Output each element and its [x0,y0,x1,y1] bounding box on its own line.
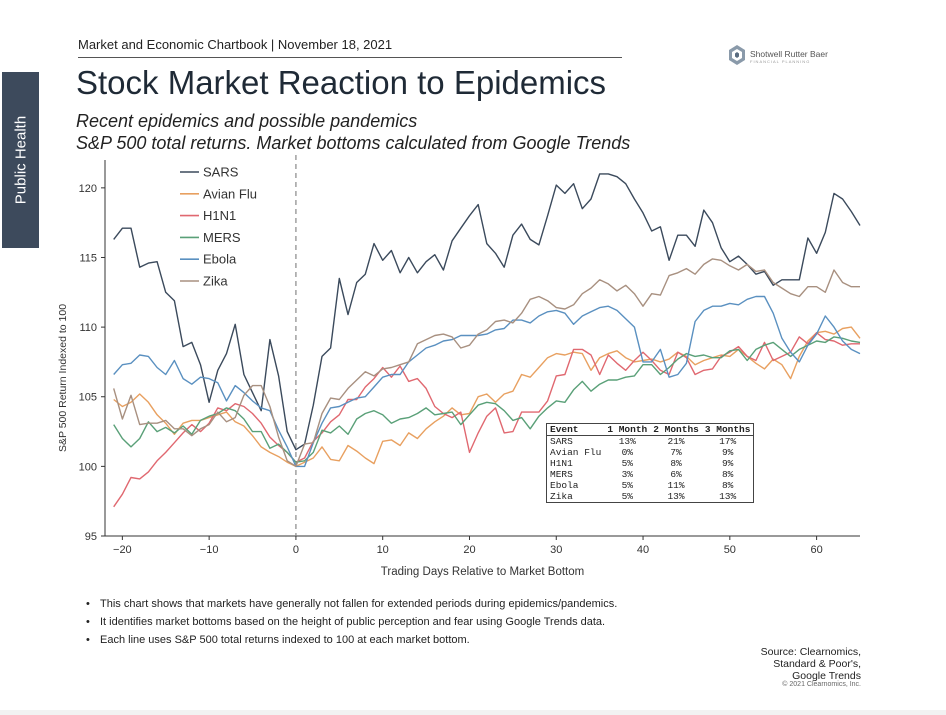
returns-table-body: SARS 13% 21% 17% Avian Flu 0% 7% 9% H1N1 5% 8% 9% ME… [547,436,754,503]
note-item: This chart shows that markets have gener… [84,598,684,611]
table-cell: H1N1 [550,458,573,469]
logo-mark-icon [729,45,745,65]
table-row: H1N1 5% 8% 9% [547,458,754,469]
x-tick-label: 60 [810,544,822,556]
table-cell: 8% [721,469,734,480]
series-line-zika [113,258,860,468]
chartbook-header: Market and Economic Chartbook | November… [78,37,393,52]
table-row: Avian Flu 0% 7% 9% [547,447,754,458]
series-line-ebola [113,295,861,468]
x-tick-label: 10 [377,544,389,556]
table-row: Ebola 5% 11% 8% [547,480,754,491]
table-cell: 5% [621,480,633,491]
series-line-mers [113,336,861,463]
legend-label: MERS [203,230,241,245]
chart-axes: −20 −10 0 10 20 30 40 50 60 95 100 105 110 115 120 Trad… [57,155,860,578]
logo-tagline: FINANCIAL PLANNING [750,59,811,64]
series-line-h1n1 [113,332,860,508]
y-tick-label: 100 [79,461,97,473]
table-cell: 0% [621,447,633,458]
x-tick-label: 40 [637,544,649,556]
table-cell: SARS [550,436,573,447]
table-cell: 13% [719,491,737,502]
source-line: Standard & Poor's, [773,658,861,670]
copyright: © 2021 Clearnomics, Inc. [782,681,861,688]
y-tick-label: 110 [79,322,97,334]
y-tick-label: 105 [79,392,97,404]
side-tab: Public Health [2,72,39,248]
table-cell: 9% [721,447,734,458]
table-header-cell: 2 Months [650,423,702,436]
table-cell: 13% [667,491,685,502]
table-row: Zika 5% 13% 13% [547,491,754,503]
table-row: SARS 13% 21% 17% [547,436,754,448]
table-row: MERS 3% 6% 8% [547,469,754,480]
notes-list: This chart shows that markets have gener… [84,598,684,652]
returns-table: Event 1 Month 2 Months 3 Months SARS 13% 21% 1… [546,423,755,503]
logo: Shotwell Rutter Baer FINANCIAL PLANNING [726,42,856,68]
table-cell: 17% [719,436,737,447]
table-cell: Zika [550,491,573,502]
y-tick-label: 120 [79,183,97,195]
legend-label: Avian Flu [203,186,257,201]
table-header-cell: Event [546,423,605,436]
table-cell: 8% [721,480,734,491]
table-cell: 11% [667,480,685,491]
table-cell: 6% [670,469,682,480]
note-item: Each line uses S&P 500 total returns ind… [84,634,684,647]
table-cell: 8% [670,458,682,469]
x-tick-label: 0 [293,544,299,556]
y-tick-label: 115 [79,252,97,264]
table-cell: 3% [621,469,633,480]
table-cell: 13% [618,436,636,447]
subtitle-line-1: Recent epidemics and possible pandemics [76,111,418,131]
x-tick-label: −20 [113,544,132,556]
series-line-sars [113,173,861,451]
table-cell: 7% [670,447,682,458]
y-axis-title: S&P 500 Return Indexed to 100 [57,304,69,452]
y-tick-label: 95 [85,531,97,543]
legend-label: Ebola [203,252,237,267]
logo-name: Shotwell Rutter Baer [750,49,828,59]
x-tick-label: 20 [463,544,475,556]
chart-legend: SARS Avian Flu H1N1 MERS Ebola Zika [180,165,257,289]
table-cell: 21% [667,436,685,447]
legend-label: SARS [203,165,239,180]
table-header-cell: 1 Month [604,423,651,436]
x-tick-label: 30 [550,544,562,556]
note-item: It identifies market bottoms based on th… [84,616,684,629]
returns-table-header: Event 1 Month 2 Months 3 Months [546,423,754,436]
x-axis-title: Trading Days Relative to Market Bottom [381,566,584,578]
table-cell: 5% [621,458,633,469]
chart-series [113,173,861,508]
table-cell: MERS [550,469,573,480]
table-header-cell: 3 Months [701,423,754,436]
page-title: Stock Market Reaction to Epidemics [76,64,607,101]
table-cell: 5% [621,491,633,502]
series-line-avian-flu [113,326,861,468]
table-cell: Ebola [550,480,579,491]
header-divider [78,57,622,58]
x-tick-label: −10 [200,544,219,556]
source-line: Google Trends [792,670,861,682]
legend-label: H1N1 [203,208,236,223]
source-line: Source: Clearnomics, [760,646,861,658]
subtitle-line-2: S&P 500 total returns. Market bottoms ca… [76,133,631,153]
source-note: Source: Clearnomics, Standard & Poor's, … [701,646,861,682]
table-cell: 9% [721,458,734,469]
table-cell: Avian Flu [550,447,602,458]
x-tick-label: 50 [724,544,736,556]
legend-label: Zika [203,274,228,289]
line-chart: −20 −10 0 10 20 30 40 50 60 95 100 105 110 115 120 Trad… [57,155,861,578]
